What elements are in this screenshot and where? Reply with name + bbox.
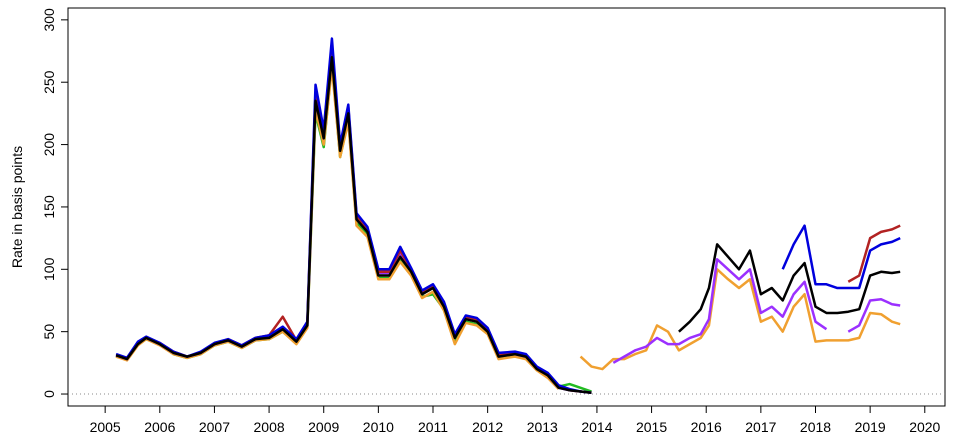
x-tick-label: 2011 (418, 419, 448, 435)
x-tick-label: 2006 (144, 419, 175, 435)
y-axis-label: Rate in basis points (9, 146, 25, 268)
x-tick-label: 2010 (363, 419, 394, 435)
x-tick-label: 2012 (472, 419, 503, 435)
x-tick-label: 2019 (855, 419, 886, 435)
x-tick-label: 2005 (90, 419, 121, 435)
x-tick-label: 2020 (909, 419, 940, 435)
y-tick-label: 150 (41, 195, 57, 219)
x-tick-label: 2014 (581, 419, 612, 435)
y-tick-label: 250 (41, 70, 57, 94)
x-tick-label: 2015 (636, 419, 667, 435)
series-line (115, 56, 901, 395)
x-tick-label: 2008 (254, 419, 285, 435)
x-tick-label: 2018 (800, 419, 831, 435)
x-tick-label: 2016 (691, 419, 722, 435)
y-tick-label: 200 (41, 133, 57, 157)
y-tick-label: 0 (41, 390, 57, 398)
plot-frame (67, 7, 946, 407)
series-line (115, 62, 592, 393)
x-tick-label: 2013 (527, 419, 558, 435)
y-tick-label: 300 (41, 8, 57, 32)
x-tick-label: 2007 (199, 419, 230, 435)
series-line (115, 37, 901, 395)
x-tick-label: 2009 (308, 419, 339, 435)
y-tick-label: 50 (41, 324, 57, 340)
x-tick-label: 2017 (745, 419, 776, 435)
y-tick-label: 100 (41, 257, 57, 281)
